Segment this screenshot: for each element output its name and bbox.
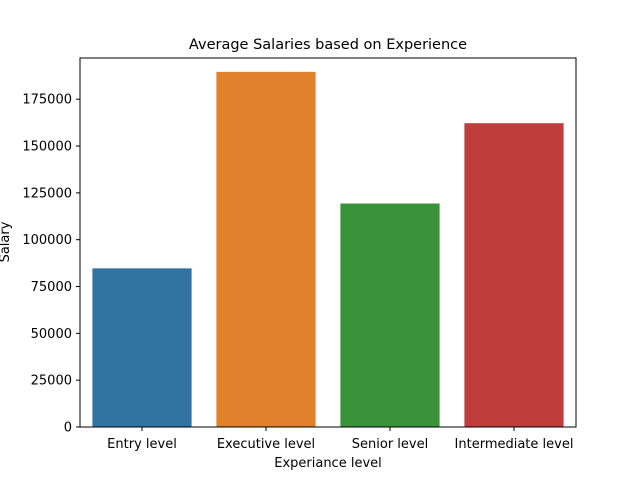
y-tick-label: 150000 [22, 140, 72, 155]
y-tick-label: 75000 [31, 280, 72, 295]
y-tick-label: 100000 [22, 233, 72, 248]
y-axis-ticks: 0 25000 50000 75000 100000 125000 150000 175000 [22, 93, 80, 436]
x-axis-ticks: Entry level Executive level Senior level In… [107, 427, 573, 452]
plot-frame [79, 57, 577, 428]
bar-executive-level [216, 71, 316, 428]
x-axis-label: Experiance level [274, 456, 382, 471]
chart-title: Average Salaries based on Experience [189, 37, 467, 53]
y-tick-label: 25000 [31, 374, 72, 389]
y-tick-label: 50000 [31, 327, 72, 342]
x-tick-label: Senior level [352, 437, 428, 452]
bar-senior-level [340, 203, 440, 427]
bar-intermediate-level [464, 123, 564, 428]
x-tick-label: Executive level [217, 437, 315, 452]
y-tick-label: 0 [64, 421, 72, 436]
y-tick-label: 175000 [22, 93, 72, 108]
bar-entry-level [92, 268, 192, 427]
x-tick-label: Entry level [107, 437, 177, 452]
bars-group [92, 71, 564, 428]
x-tick-label: Intermediate level [455, 437, 574, 452]
y-tick-label: 125000 [22, 186, 72, 201]
y-axis-label: Salary [0, 221, 13, 262]
